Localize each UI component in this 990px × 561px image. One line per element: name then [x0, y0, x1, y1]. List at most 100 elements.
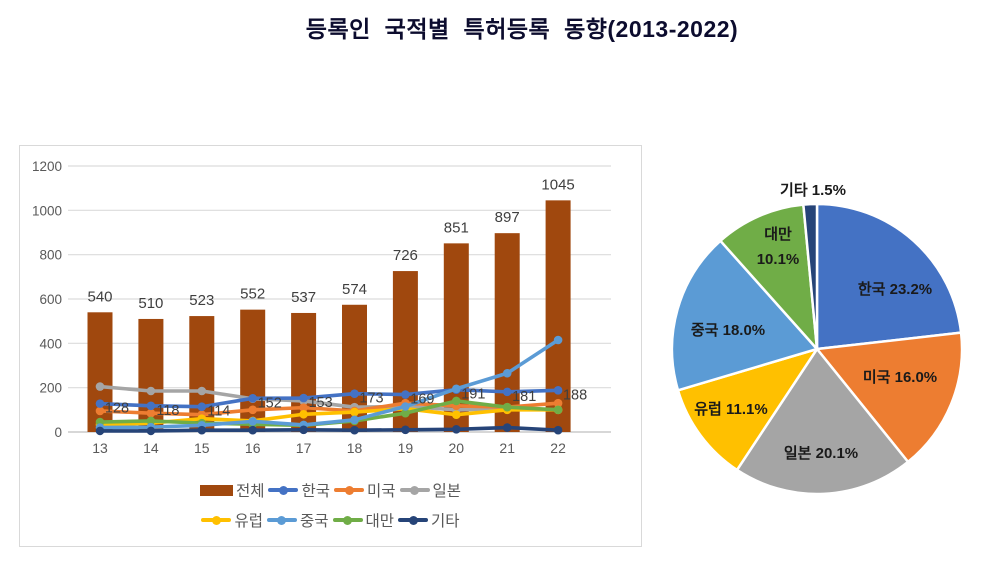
legend-item: 한국: [268, 479, 330, 501]
marker-중국: [502, 368, 512, 378]
pie-slice-label: 대만: [764, 226, 792, 243]
bar-value-label: 540: [87, 288, 112, 305]
x-axis-tick-label: 13: [92, 440, 108, 456]
legend-item: 유럽: [201, 509, 263, 531]
marker-한국: [553, 386, 563, 395]
legend-item: 미국: [334, 479, 396, 501]
marker-유럽: [299, 409, 308, 419]
marker-한국: [299, 393, 308, 403]
line-series-중국: [98, 338, 560, 430]
legend-item: 전체: [199, 479, 265, 501]
pie-slice-label: 유럽 11.1%: [694, 401, 767, 418]
nationality-share-pie-chart: 한국 23.2% 미국 16.0% 일본 20.1% 유럽 11.1% 중국 18.0%…: [670, 182, 964, 496]
line-value-label: 181: [512, 389, 536, 405]
line-series-미국: [98, 401, 560, 417]
legend-label: 중국: [299, 513, 329, 530]
legend-line-dot: [278, 485, 288, 495]
legend-item: 기타: [398, 509, 460, 531]
x-axis-tick-label: 16: [245, 440, 261, 456]
line-value-label: 169: [410, 392, 434, 408]
x-axis-tick-label: 14: [143, 440, 159, 456]
marker-대만: [401, 408, 410, 418]
marker-대만: [553, 405, 563, 415]
marker-유럽: [452, 410, 461, 420]
pie-slice-label: 일본 20.1%: [784, 445, 858, 462]
line-series-기타: [98, 425, 560, 433]
marker-대만: [502, 402, 512, 412]
y-axis-tick-label: 800: [39, 248, 62, 263]
line-series-한국: [98, 387, 560, 409]
pie-slice-6: [719, 203, 819, 351]
x-axis-tick-label: 22: [550, 440, 566, 456]
marker-일본: [146, 386, 156, 396]
marker-중국: [553, 335, 563, 345]
marker-한국: [95, 399, 105, 408]
legend-label: 일본: [432, 483, 462, 500]
legend-line-dot: [277, 515, 287, 525]
pie-slice-3: [735, 347, 910, 496]
legend-item: 일본: [399, 479, 462, 501]
pie-slice-1: [815, 202, 963, 351]
pie-slice-7: [802, 202, 819, 351]
marker-대만: [146, 416, 156, 426]
legend-line-marker: [399, 485, 430, 495]
marker-한국: [248, 394, 257, 403]
legend-line-dot: [408, 515, 418, 525]
line-value-label: 114: [207, 404, 230, 420]
bar-value-label: 523: [189, 292, 214, 309]
line-value-label: 188: [563, 387, 587, 403]
marker-한국: [197, 402, 207, 412]
pie-slice-pct-label: 10.1%: [757, 251, 800, 268]
marker-미국: [553, 398, 563, 408]
marker-한국: [146, 401, 156, 411]
bar-value-label: 552: [240, 286, 265, 303]
legend-line-marker: [201, 515, 232, 525]
bar-value-label: 537: [291, 289, 316, 306]
y-axis-tick-label: 600: [39, 292, 62, 307]
pie-slice-label: 기타 1.5%: [780, 182, 846, 199]
pie-slice-5: [670, 239, 819, 392]
legend-line-marker: [332, 515, 363, 525]
x-axis-tick-label: 20: [449, 440, 465, 456]
marker-미국: [146, 408, 156, 418]
legend-line-marker: [334, 485, 364, 495]
marker-미국: [95, 406, 105, 416]
legend-line-dot: [211, 515, 221, 525]
pie-slice-2: [815, 331, 964, 464]
legend-item: 대만: [332, 509, 394, 531]
bar-value-label: 851: [444, 219, 469, 236]
line-value-label: 152: [258, 395, 282, 411]
legend-line-marker: [266, 515, 297, 525]
marker-중국: [350, 415, 359, 425]
legend-label: 미국: [367, 483, 396, 500]
marker-기타: [248, 425, 257, 435]
trend-combo-chart-panel: 0 200 400 600 800 1000 1200 540 510 523 552 537 574 7…: [19, 145, 642, 547]
legend-bar-swatch: [199, 484, 233, 496]
marker-일본: [197, 386, 207, 396]
pie-slice-label: 중국 18.0%: [691, 322, 765, 339]
marker-한국: [401, 390, 410, 399]
line-value-label: 191: [461, 387, 485, 403]
legend-line-dot: [343, 515, 352, 525]
marker-중국: [248, 417, 257, 426]
marker-기타: [502, 423, 512, 432]
line-value-label: 173: [359, 391, 383, 407]
legend-label: 전체: [235, 483, 265, 500]
marker-기타: [95, 426, 105, 436]
bar-value-label: 726: [393, 247, 418, 264]
legend-row-1: 전체 한국 미국 일본: [20, 479, 641, 501]
marker-기타: [401, 425, 410, 435]
legend-label: 한국: [301, 483, 330, 500]
legend-label: 유럽: [234, 513, 263, 530]
marker-기타: [350, 425, 359, 435]
x-axis-tick-label: 19: [398, 440, 414, 456]
line-value-label: 153: [308, 395, 332, 411]
legend-row-2: 유럽 중국 대만 기타: [20, 509, 641, 531]
bar-value-label: 897: [495, 209, 520, 226]
line-value-label: 128: [105, 401, 129, 417]
marker-일본: [95, 382, 105, 391]
marker-한국: [502, 387, 512, 397]
legend-line-dot: [410, 485, 420, 495]
marker-유럽: [350, 407, 359, 417]
